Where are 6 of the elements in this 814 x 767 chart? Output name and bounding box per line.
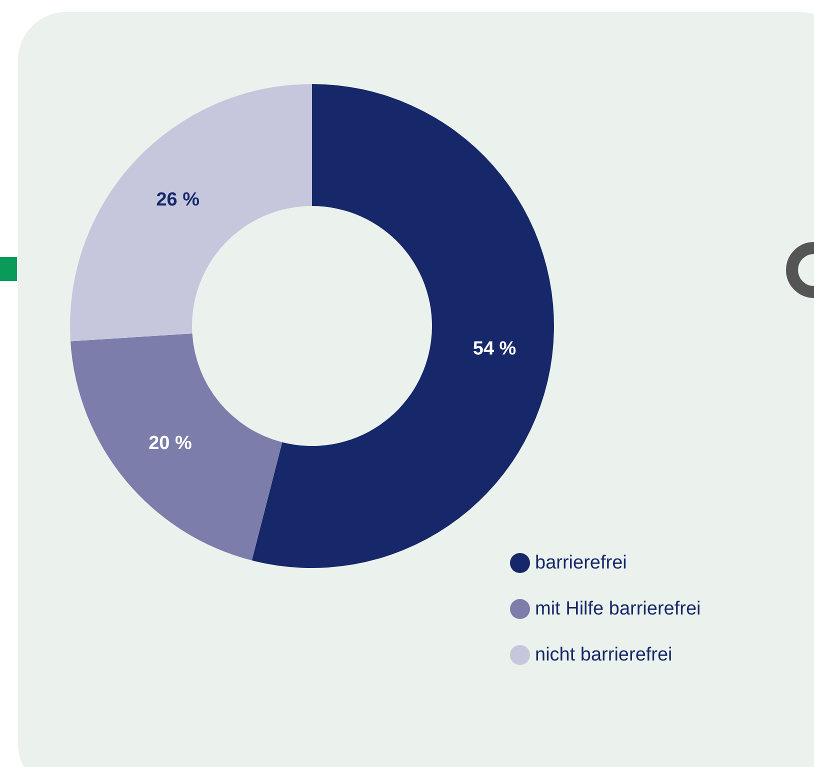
data-label: 54 % <box>472 338 516 360</box>
data-label: 26 % <box>156 190 200 211</box>
data-label: 20 % <box>148 432 192 454</box>
legend-label: nicht barrierefrei <box>535 644 672 666</box>
legend-label: mit Hilfe barrierefrei <box>535 598 701 620</box>
legend-label: barrierefrei <box>535 552 627 574</box>
